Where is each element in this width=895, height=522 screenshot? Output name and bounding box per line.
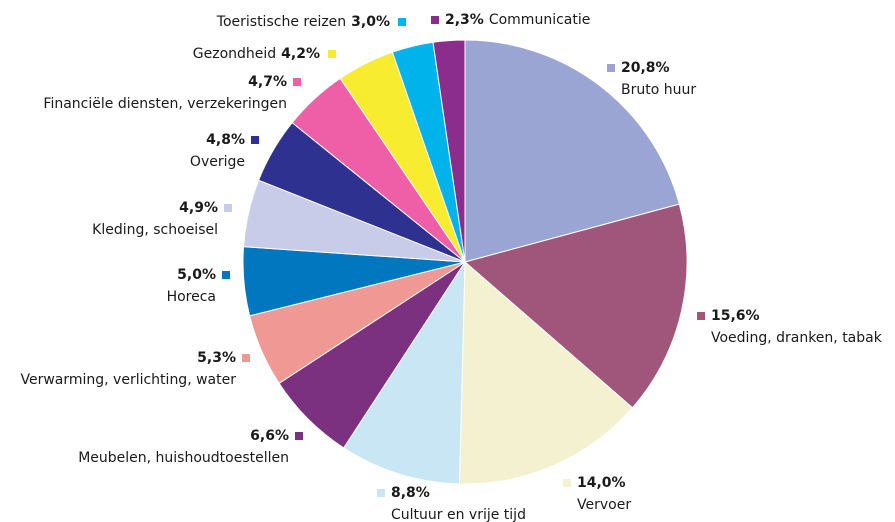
value-label: 2,3% xyxy=(445,12,484,28)
pie-slice xyxy=(343,260,466,485)
category-label: Bruto huur xyxy=(621,82,696,98)
pie-slice xyxy=(464,39,680,263)
legend-swatch xyxy=(607,64,615,72)
category-label: Verwarming, verlichting, water xyxy=(20,372,236,388)
category-label: Communicatie xyxy=(489,12,591,28)
value-label: 8,8% xyxy=(391,485,430,501)
category-label: Gezondheid xyxy=(193,46,276,62)
category-label: Vervoer xyxy=(577,497,631,513)
category-label: Toeristische reizen xyxy=(216,14,346,30)
value-label: 4,9% xyxy=(179,200,218,216)
label: Toeristische reizen 3,0% xyxy=(216,14,390,30)
label: Gezondheid 4,2% xyxy=(193,46,320,62)
value-label: 6,6% xyxy=(250,428,289,444)
value-label: 15,6% xyxy=(711,308,760,324)
category-label: Meubelen, huishoudtoestellen xyxy=(78,450,289,466)
pie-slice xyxy=(463,203,688,409)
label: 2,3% Communicatie xyxy=(445,12,590,28)
legend-swatch xyxy=(293,78,301,86)
pie-slice xyxy=(432,39,466,263)
legend-swatch xyxy=(251,136,259,144)
legend-swatch xyxy=(224,204,232,212)
legend-swatch xyxy=(398,18,406,26)
pie-slice xyxy=(458,260,634,485)
legend-swatch xyxy=(222,271,230,279)
value-label: 20,8% xyxy=(621,60,670,76)
value-label: 5,0% xyxy=(177,267,216,283)
category-label: Horeca xyxy=(167,289,216,305)
value-label: 4,7% xyxy=(248,74,287,90)
value-label: 5,3% xyxy=(197,350,236,366)
value-label: 14,0% xyxy=(577,475,626,491)
value-label: 4,2% xyxy=(281,46,320,62)
category-label: Financiële diensten, verzekeringen xyxy=(43,96,287,112)
value-label: 3,0% xyxy=(351,14,390,30)
legend-swatch xyxy=(431,16,439,24)
category-label: Cultuur en vrije tijd xyxy=(391,507,526,522)
legend-swatch xyxy=(295,432,303,440)
legend-swatch xyxy=(377,489,385,497)
category-label: Kleding, schoeisel xyxy=(92,222,218,238)
category-label: Overige xyxy=(190,154,245,170)
legend-swatch xyxy=(697,312,705,320)
legend-swatch xyxy=(328,50,336,58)
legend-swatch xyxy=(242,354,250,362)
legend-swatch xyxy=(563,479,571,487)
value-label: 4,8% xyxy=(206,132,245,148)
category-label: Voeding, dranken, tabak xyxy=(711,330,883,346)
